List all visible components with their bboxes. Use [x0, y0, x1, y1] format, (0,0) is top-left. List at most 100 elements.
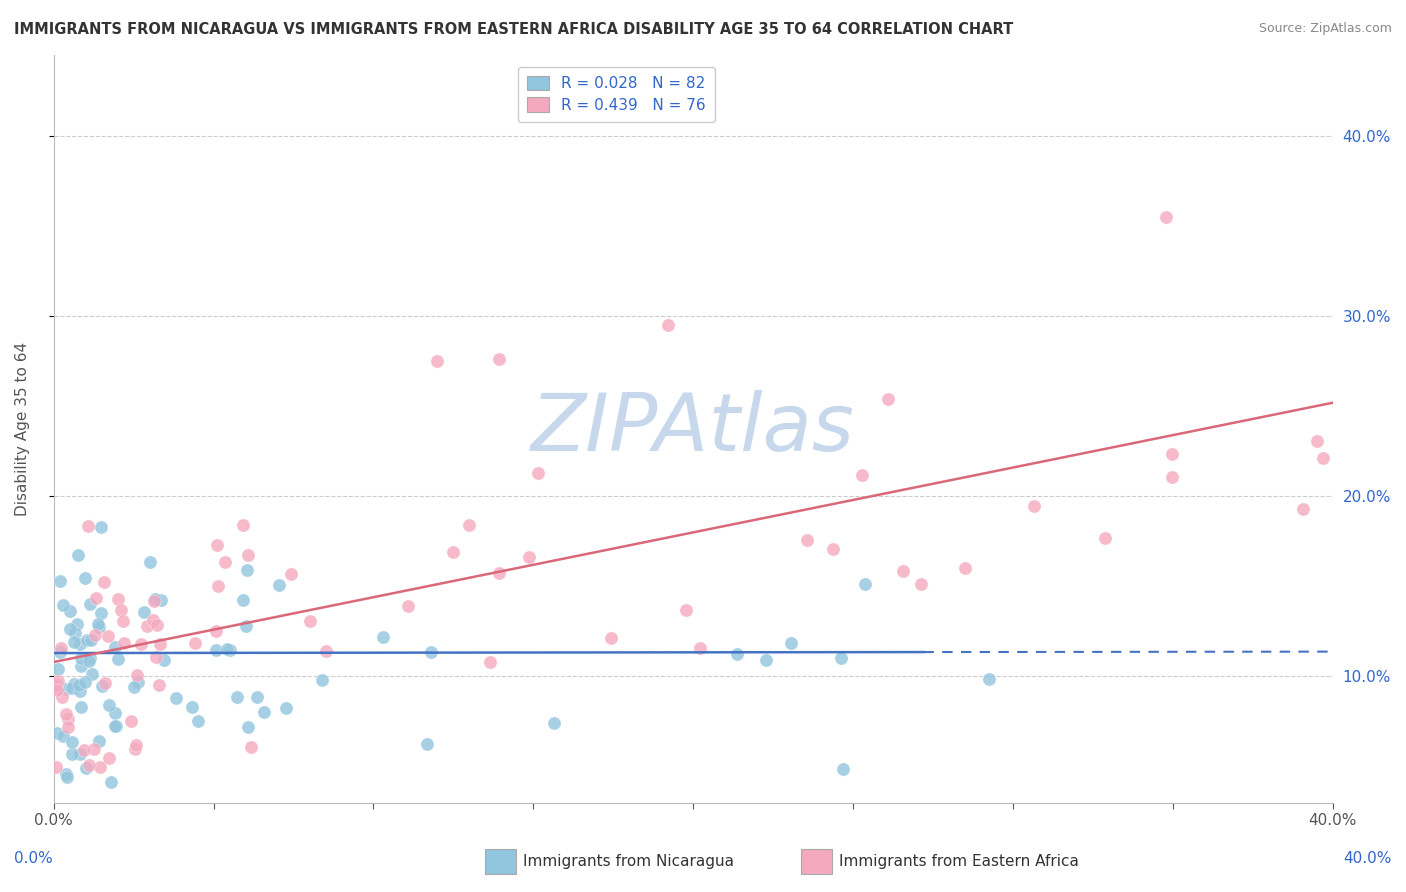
Text: Immigrants from Nicaragua: Immigrants from Nicaragua [523, 855, 734, 869]
Point [104, 719, 127, 733]
Point [62, 677, 84, 691]
Point [657, 318, 679, 333]
Point [75, 675, 97, 690]
Point [299, 614, 322, 628]
Point [236, 548, 259, 562]
Point [269, 578, 291, 592]
Point [55, 767, 77, 781]
Point [80, 633, 103, 648]
Point [150, 593, 173, 607]
Point [148, 678, 170, 692]
Point [146, 617, 169, 632]
Point [165, 690, 187, 705]
Point [66, 616, 89, 631]
Point [830, 651, 852, 665]
Point [236, 563, 259, 577]
Point [142, 613, 165, 627]
Point [69, 747, 91, 762]
Point [87, 616, 110, 631]
Point [79, 597, 101, 611]
Point [823, 541, 845, 556]
Point [181, 700, 204, 714]
Point [145, 650, 167, 665]
Point [46, 662, 69, 676]
Point [60, 734, 83, 748]
Point [44, 759, 66, 773]
Point [853, 577, 876, 591]
Point [93, 575, 115, 590]
Point [526, 466, 548, 480]
Point [48, 645, 70, 659]
Point [796, 533, 818, 547]
Point [69, 650, 91, 665]
Point [675, 602, 697, 616]
Point [45, 678, 67, 692]
Point [217, 642, 239, 657]
Point [89, 620, 111, 634]
Point [97, 629, 120, 643]
Point [103, 706, 125, 720]
Point [396, 599, 419, 613]
Point [232, 592, 254, 607]
Point [891, 564, 914, 578]
Point [94, 675, 117, 690]
Point [953, 560, 976, 574]
Point [107, 651, 129, 665]
Point [56, 712, 79, 726]
Point [105, 719, 128, 733]
Point [488, 566, 510, 580]
Point [274, 701, 297, 715]
Point [56, 770, 79, 784]
Point [420, 645, 443, 659]
Point [112, 636, 135, 650]
Point [66, 548, 89, 562]
Point [77, 654, 100, 668]
Point [129, 637, 152, 651]
Point [89, 606, 111, 620]
Text: 0.0%: 0.0% [14, 851, 53, 865]
Point [59, 622, 82, 636]
Text: 40.0%: 40.0% [1344, 851, 1392, 865]
Point [1292, 502, 1315, 516]
Point [69, 637, 91, 651]
Point [1312, 451, 1334, 466]
Point [207, 579, 229, 593]
Legend: R = 0.028   N = 82, R = 0.439   N = 76: R = 0.028 N = 82, R = 0.439 N = 76 [519, 67, 714, 122]
Point [371, 631, 394, 645]
Point [83, 628, 105, 642]
Point [441, 544, 464, 558]
Point [315, 644, 337, 658]
Point [153, 653, 176, 667]
Point [90, 520, 112, 534]
Point [52, 599, 75, 613]
Point [80, 667, 103, 681]
Point [42, 678, 65, 692]
Point [69, 683, 91, 698]
Point [60, 747, 83, 762]
Point [79, 650, 101, 665]
Text: Source: ZipAtlas.com: Source: ZipAtlas.com [1258, 22, 1392, 36]
Point [77, 758, 100, 772]
Point [876, 392, 898, 406]
Point [458, 518, 481, 533]
Point [280, 567, 302, 582]
Point [90, 679, 112, 693]
Point [416, 737, 439, 751]
Point [51, 690, 73, 704]
Text: IMMIGRANTS FROM NICARAGUA VS IMMIGRANTS FROM EASTERN AFRICA DISABILITY AGE 35 TO: IMMIGRANTS FROM NICARAGUA VS IMMIGRANTS … [14, 22, 1014, 37]
Point [1094, 531, 1116, 545]
Point [779, 636, 801, 650]
Point [76, 519, 98, 533]
Point [124, 739, 146, 753]
Point [136, 619, 159, 633]
Point [184, 636, 207, 650]
Point [149, 637, 172, 651]
Point [543, 715, 565, 730]
Point [851, 467, 873, 482]
Point [246, 690, 269, 705]
Point [45, 682, 67, 697]
Point [124, 742, 146, 756]
Point [84, 591, 107, 606]
Point [139, 555, 162, 569]
Point [219, 643, 242, 657]
